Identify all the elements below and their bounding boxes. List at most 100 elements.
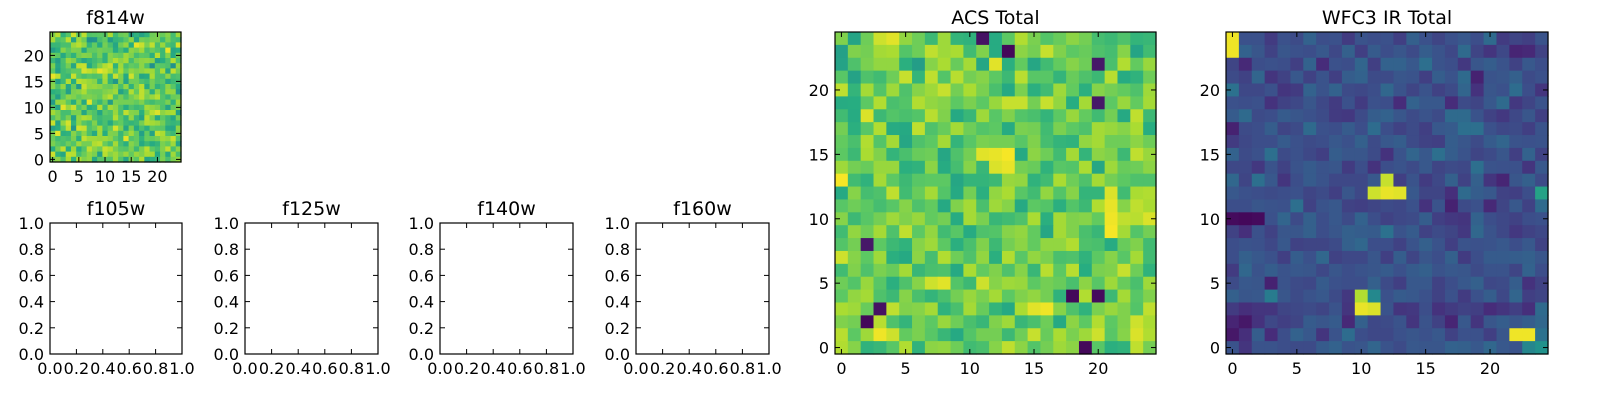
heatmap-cell [55,47,62,54]
heatmap-cell [989,289,1003,304]
heatmap-cell [160,146,166,153]
heatmap-cell [1470,212,1485,226]
heatmap-cell [139,104,145,111]
heatmap-cell [1264,147,1279,162]
heatmap-cell [1496,212,1510,226]
x-tick-label: 0.6 [312,359,337,378]
heatmap-cell [1393,96,1407,110]
heatmap-cell [170,136,177,142]
heatmap-cell [1406,135,1420,149]
heatmap-cell [1444,263,1459,278]
heatmap-cell [950,263,964,278]
heatmap-cell [1053,109,1067,123]
heatmap-cell [1238,199,1253,213]
heatmap-cell [963,109,977,123]
heatmap-cell [1053,328,1067,342]
heatmap-cell [1522,83,1536,97]
heatmap-cell [860,57,875,72]
heatmap-cell [144,136,151,142]
heatmap-cell [924,302,939,316]
heatmap-cell [55,115,62,121]
heatmap-cell [886,212,900,226]
y-tick-label: 0.0 [214,345,239,364]
y-tick-label: 20 [24,46,44,65]
heatmap-cell [1303,341,1317,355]
heatmap-cell [118,89,124,95]
heatmap-cell [1419,44,1433,59]
heatmap-cell [160,42,166,49]
heatmap-cell [860,83,875,97]
heatmap-cell [86,32,93,38]
heatmap-cell [118,52,124,59]
heatmap-cell [1470,328,1485,342]
heatmap-cell [97,94,103,101]
heatmap-cell [1251,212,1266,226]
heatmap-cell [1130,302,1144,316]
heatmap-cell [149,47,156,54]
heatmap-cell [1226,263,1240,278]
heatmap-cell [144,151,151,158]
heatmap-cell [1091,225,1106,239]
heatmap-cell [1091,238,1106,252]
heatmap-cell [1341,147,1356,162]
heatmap-cell [860,173,875,188]
heatmap-cell [154,58,161,64]
heatmap-cell [1393,44,1407,59]
heatmap-cell [76,130,83,137]
heatmap-cell [1143,238,1157,252]
heatmap-cell [976,263,990,278]
y-tick-label: 5 [34,124,44,143]
heatmap-cell [1509,341,1523,355]
heatmap-cell [133,141,140,147]
heatmap-cell [1040,173,1054,188]
heatmap-cell [55,125,62,132]
heatmap-cell [1290,173,1304,188]
x-tick-label: 0.6 [703,359,728,378]
heatmap-cell [1251,302,1266,316]
heatmap-cell [1001,96,1016,110]
heatmap-cell [1130,147,1144,162]
heatmap-cell [1130,225,1144,239]
heatmap-cell [924,315,939,329]
heatmap-cell [170,47,177,54]
heatmap-cell [1226,83,1240,97]
heatmap-cell [112,146,119,153]
heatmap-cell [1432,238,1446,252]
heatmap-cell [1341,135,1356,149]
heatmap-cell [976,225,990,239]
heatmap-cell [91,89,98,95]
heatmap-cell [144,146,151,153]
heatmap-cell [149,68,156,75]
heatmap-cell [65,136,72,142]
heatmap-cell [1509,225,1523,239]
heatmap-cell [1444,238,1459,252]
heatmap-cell [112,110,119,116]
heatmap-cell [950,147,964,162]
heatmap-cell [1143,199,1157,213]
heatmap-cell [1238,83,1253,97]
heatmap-cell [128,136,135,142]
heatmap-cell [70,32,77,38]
heatmap-cell [1277,109,1291,123]
y-tick-label: 20 [809,81,829,100]
heatmap-cell [70,104,77,111]
heatmap-cell [1078,186,1093,201]
heatmap-cell [165,84,172,90]
heatmap-cell [1040,315,1054,329]
heatmap-cell [1432,315,1446,329]
heatmap-cell [976,83,990,97]
heatmap-cell [1117,263,1131,278]
heatmap-cell [50,151,56,158]
heatmap-cell [144,156,151,163]
heatmap-cell [118,104,124,111]
heatmap-cell [847,212,862,226]
heatmap-cell [112,37,119,43]
heatmap-cell [1290,96,1304,110]
heatmap-cell [91,32,98,38]
heatmap-cell [1522,289,1536,304]
heatmap-cell [989,160,1003,175]
heatmap-cell [1303,250,1317,265]
heatmap-cell [924,186,939,201]
heatmap-cell [1104,225,1119,239]
